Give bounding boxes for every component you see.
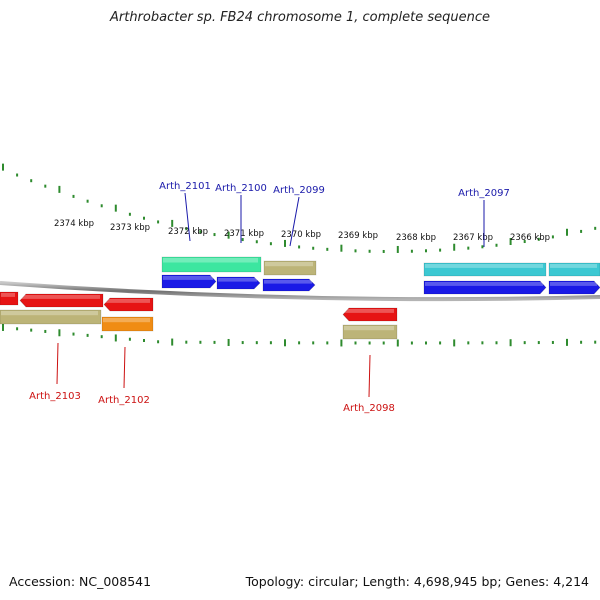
feature-highlight [265,262,313,267]
scale-ticks-top [2,163,597,253]
cog-box-forward [161,256,262,273]
feature-highlight [163,276,213,280]
feature-highlight [1,293,15,297]
gene-leader-line [289,196,300,247]
feature-highlight [425,264,543,268]
gene-leader-line [184,192,191,242]
scale-label: 2367 kbp [453,233,493,243]
gene-label: Arth_2097 [458,188,510,199]
feature-highlight [218,278,257,282]
gene-label: Arth_2102 [98,395,150,406]
feature-highlight [344,309,394,313]
feature-highlight [550,282,597,286]
scale-label: 2374 kbp [54,219,94,229]
gene-label: Arth_2100 [215,183,267,194]
gene-label: Arth_2099 [273,185,325,196]
gene-arrow-reverse [103,297,154,312]
gene-labels: Arth_2101 Arth_2100 Arth_2099 Arth_2097 Arth… [29,181,510,414]
scale-label: 2368 kbp [396,233,436,243]
scale-ticks-bottom [2,323,597,347]
gene-arrow-reverse [342,307,398,322]
feature-highlight [103,318,150,323]
scale-label: 2366 kbp [510,233,550,243]
gene-leader-line [123,346,126,389]
gene-label: Arth_2103 [29,391,81,402]
feature-highlight [425,282,543,286]
scale-labels: 2374 kbp 2373 kbp 2372 kbp 2371 kbp 2370 kbp… [54,219,550,243]
feature-highlight [163,258,258,263]
cog-box-forward [263,260,317,276]
genome-summary-text: Topology: circular; Length: 4,698,945 bp… [245,574,589,589]
gene-arrow-forward [262,278,316,292]
feature-highlight [264,280,312,284]
feature-highlight [344,326,394,331]
gene-leader-line [368,354,371,398]
accession-text: Accession: NC_008541 [9,574,152,589]
cog-box-forward [423,262,547,277]
scale-label: 2370 kbp [281,230,321,240]
feature-highlight [105,299,150,303]
feature-highlight [21,295,100,299]
feature-highlight [550,264,597,268]
scale-label: 2371 kbp [224,229,264,239]
cog-box-reverse [101,316,154,332]
scale-label: 2369 kbp [338,231,378,241]
gene-arrow-forward [161,274,217,289]
genome-backbone [0,281,600,302]
gene-arrow-forward [216,276,261,290]
feature-tracks [0,256,600,340]
feature-highlight [1,311,98,316]
scale-label: 2373 kbp [110,223,150,233]
map-title: Arthrobacter sp. FB24 chromosome 1, comp… [109,10,491,25]
gene-arrow-forward [423,280,547,295]
gene-arrow-forward [548,280,600,295]
cog-box-reverse [0,309,102,325]
gene-leader-line [56,342,59,385]
gene-arrow-reverse [0,291,19,306]
gene-arrow-reverse [19,293,104,308]
scale-label: 2372 kbp [168,227,208,237]
cog-box-forward [548,262,600,277]
gene-label: Arth_2098 [343,403,395,414]
gene-label: Arth_2101 [159,181,211,192]
cog-box-reverse [342,324,398,340]
